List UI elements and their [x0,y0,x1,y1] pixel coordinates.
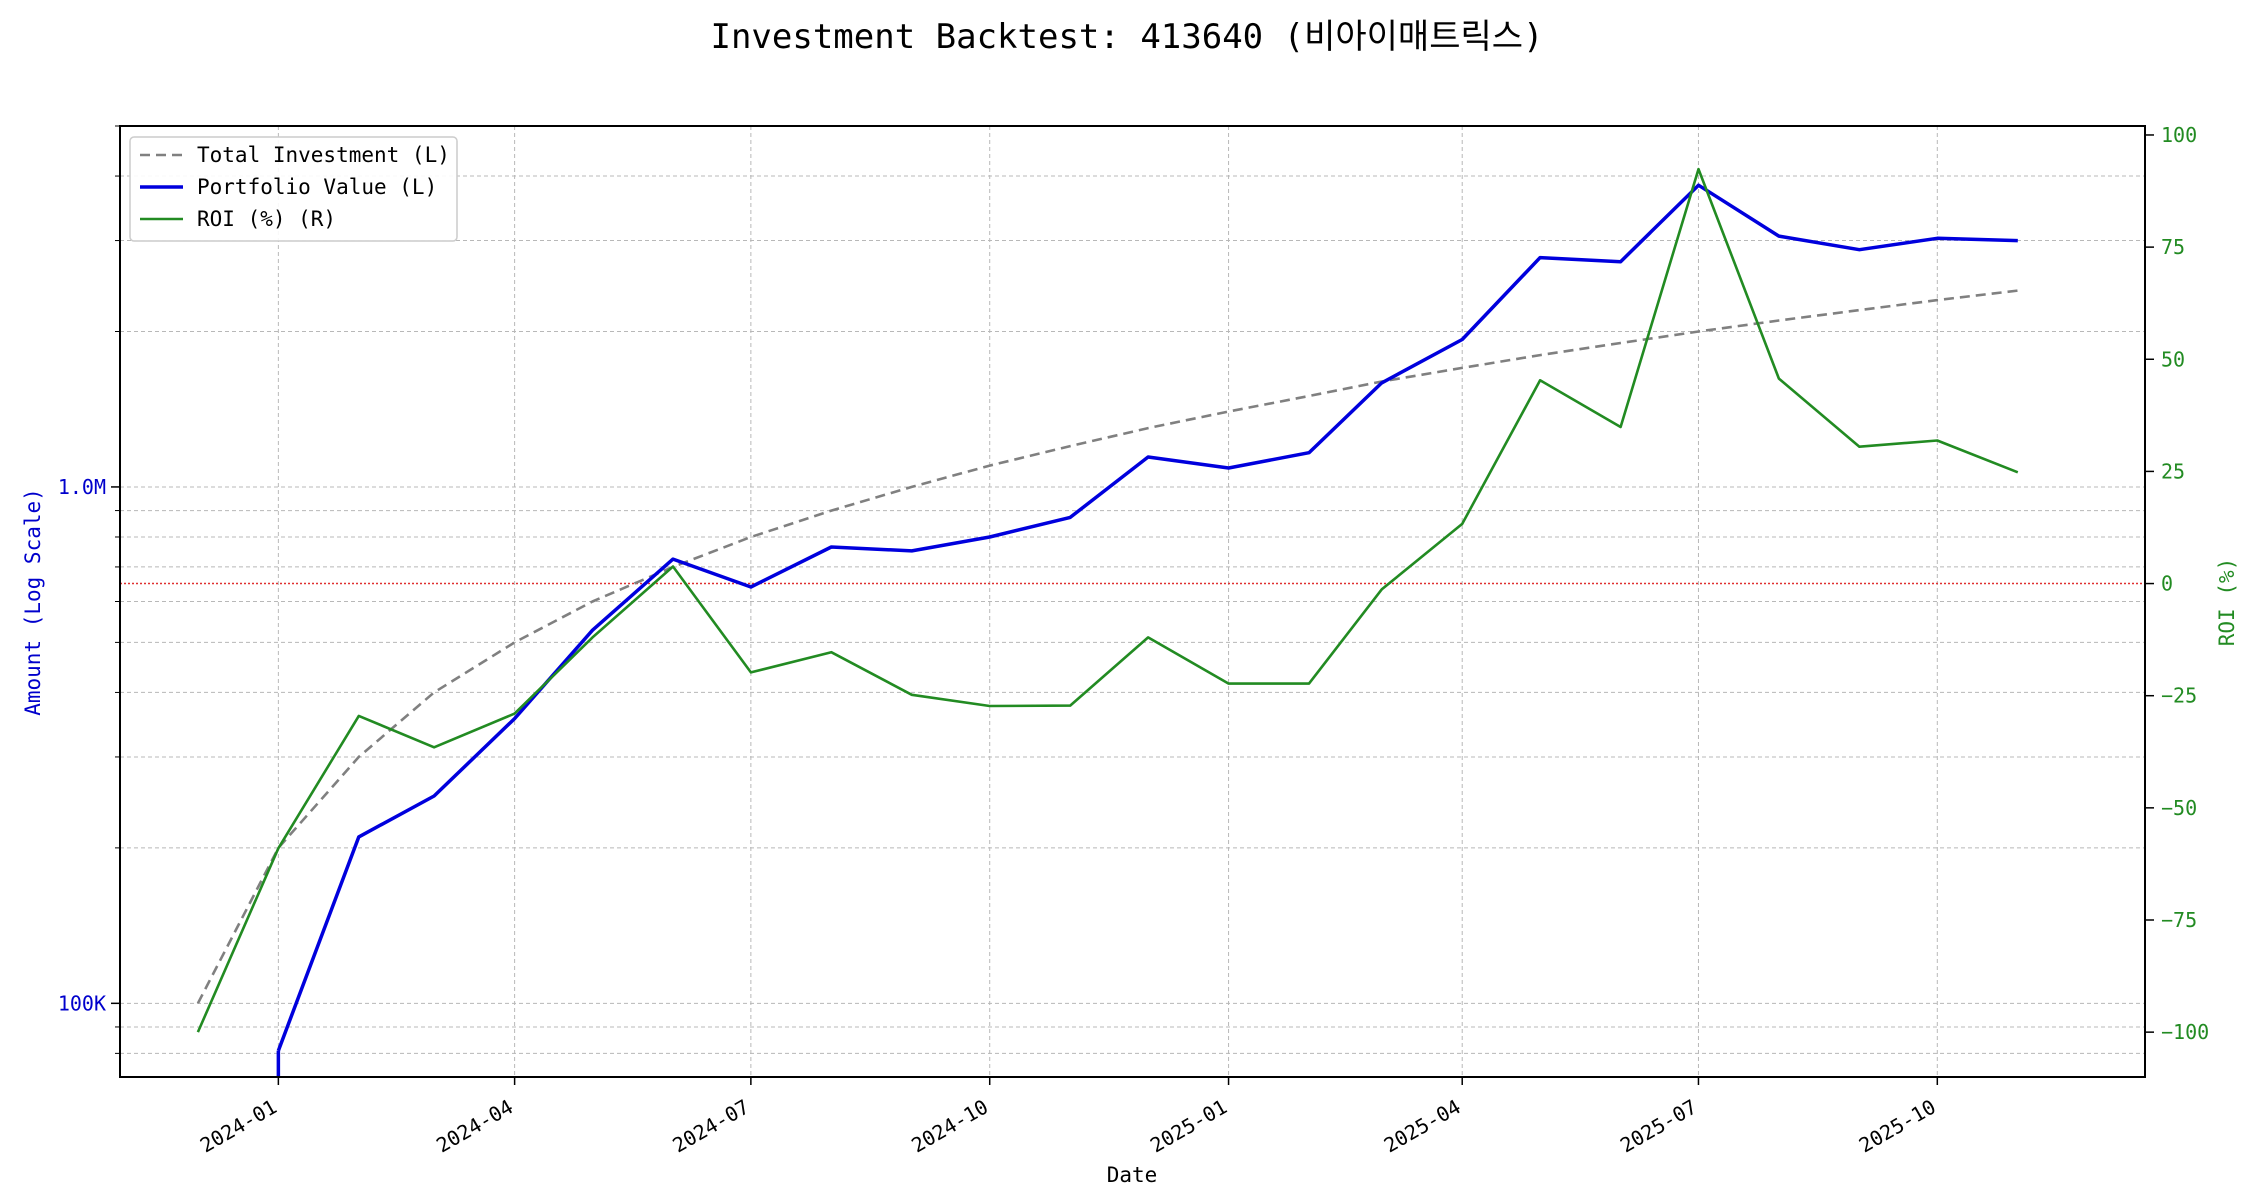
series-layer [196,167,2019,1077]
legend-label-1: Portfolio Value (L) [197,175,437,199]
y-right-tick-label: −25 [2161,684,2197,708]
ticks-layer: 2024-01 2024-04 2024-07 2024-10 2025-01 2025-… [58,123,2209,1158]
x-tick-label: 2024-04 [432,1095,517,1158]
y-right-tick-label: 0 [2161,572,2173,596]
legend-label-2: ROI (%) (R) [197,207,336,231]
y-right-tick-label: 50 [2161,347,2185,371]
x-tick-label: 2024-01 [196,1095,281,1158]
series-line-2 [196,167,2019,1033]
y-right-tick-label: −50 [2161,796,2197,820]
x-axis-label: Date [1107,1163,1158,1187]
legend-label-0: Total Investment (L) [197,143,450,167]
x-tick-label: 2024-07 [668,1095,753,1158]
y-right-tick-label: −100 [2161,1020,2209,1044]
series-line-1 [276,183,2018,1052]
grid-layer [120,125,2145,1077]
y-right-tick-label: −75 [2161,908,2197,932]
x-tick-label: 2025-10 [1855,1095,1940,1158]
y-right-tick-label: 25 [2161,459,2185,483]
y-left-tick-label: 1.0M [58,475,106,499]
legend-box [129,136,458,242]
x-tick-label: 2025-04 [1380,1095,1465,1158]
x-tick-label: 2025-07 [1616,1095,1701,1158]
x-tick-label: 2025-01 [1146,1095,1231,1158]
y-axis-right-label: ROI (%) [2215,558,2239,647]
y-right-tick-label: 100 [2161,123,2197,147]
y-left-tick-label: 100K [58,991,106,1015]
y-right-tick-label: 75 [2161,235,2185,259]
x-tick-label: 2024-10 [907,1095,992,1158]
series-line-0 [196,289,2018,1004]
y-axis-left-label: Amount (Log Scale) [21,488,45,716]
legend: Total Investment (L) Portfolio Value (L) R… [129,136,458,242]
chart-title: Investment Backtest: 413640 (비아이매트릭스) [710,17,1543,57]
